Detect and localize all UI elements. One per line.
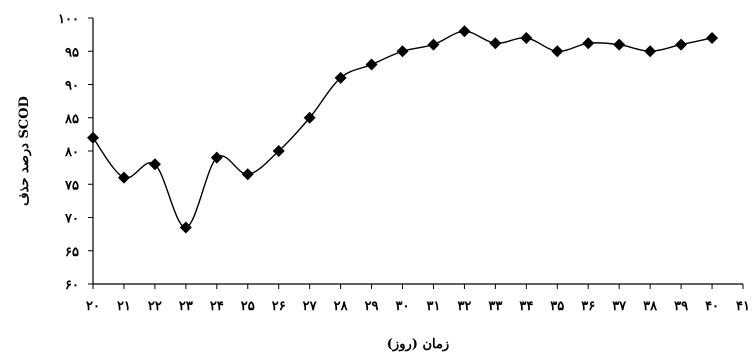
x-tick-label: ۳۹: [674, 299, 688, 314]
x-tick-label: ۳۳: [488, 299, 502, 314]
data-point-marker: [303, 111, 316, 124]
chart-series: [87, 25, 719, 234]
data-point-marker: [334, 71, 347, 84]
x-axis-title: زمان (روز): [387, 337, 449, 352]
data-point-marker: [551, 45, 564, 58]
y-axis-ticks: ۶۰ ۶۵ ۷۰ ۷۵ ۸۰ ۸۵ ۹۰ ۹۵ ۱۰۰: [58, 12, 93, 293]
data-point-marker: [706, 31, 719, 44]
data-point-marker: [117, 171, 130, 184]
x-tick-label: ۲۶: [272, 299, 286, 314]
x-tick-label: ۳۰: [396, 299, 410, 314]
x-tick-label: ۲۸: [334, 299, 349, 314]
x-tick-label: ۲۳: [179, 299, 193, 314]
y-tick-label: ۹۵: [65, 45, 79, 60]
y-tick-label: ۶۵: [65, 245, 79, 260]
x-tick-label: ۲۰: [86, 299, 100, 314]
data-point-marker: [365, 58, 378, 71]
x-tick-label: ۲۷: [303, 299, 318, 314]
x-tick-label: ۲۱: [117, 299, 131, 314]
x-tick-label: ۲۹: [365, 299, 379, 314]
data-point-marker: [148, 158, 161, 171]
x-tick-label: ۳۱: [426, 299, 440, 314]
data-point-marker: [210, 151, 223, 164]
y-tick-label: ۶۰: [65, 278, 79, 293]
data-point-marker: [520, 31, 533, 44]
data-point-marker: [613, 38, 626, 51]
data-point-marker: [644, 45, 657, 58]
data-point-marker: [458, 25, 471, 38]
data-point-marker: [396, 45, 409, 58]
data-point-marker: [582, 37, 595, 50]
data-point-marker: [241, 168, 254, 181]
data-point-marker: [179, 221, 192, 234]
y-axis-title: درصد حذف SCOD: [17, 96, 32, 206]
y-tick-label: ۷۰: [64, 212, 79, 227]
series-line: [92, 30, 713, 229]
y-tick-label: ۸۰: [64, 145, 79, 160]
y-tick-label: ۷۵: [64, 178, 79, 193]
y-tick-label: ۸۵: [64, 112, 79, 127]
data-point-marker: [489, 37, 502, 50]
x-tick-label: ۳۴: [519, 299, 533, 314]
x-tick-label: ۲۴: [210, 299, 224, 314]
x-tick-label: ۳۸: [643, 299, 658, 314]
x-tick-label: ۲۵: [241, 299, 255, 314]
x-tick-label: ۲۲: [148, 299, 162, 314]
data-point-marker: [675, 38, 688, 51]
x-tick-label: ۳۵: [550, 299, 564, 314]
x-axis-ticks: ۲۰ ۲۱ ۲۲ ۲۳ ۲۴ ۲۵ ۲۶ ۲۷ ۲۸ ۲۹ ۳۰ ۳۱ ۳۲ ۳۳ ۳۴ ۳۵ ۳۶ ۳۷ ۳۸ ۳۹…: [86, 284, 750, 314]
x-tick-label: ۴۱: [736, 299, 750, 314]
data-point-marker: [87, 131, 99, 144]
x-tick-label: ۳۲: [457, 299, 471, 314]
chart-axes: [92, 18, 743, 285]
y-tick-label: ۱۰۰: [58, 12, 79, 27]
data-point-marker: [427, 38, 440, 51]
x-tick-label: ۳۶: [581, 299, 595, 314]
x-tick-label: ۳۷: [612, 299, 627, 314]
x-tick-label: ۴۰: [705, 299, 719, 314]
data-point-marker: [272, 145, 285, 157]
y-tick-label: ۹۰: [65, 79, 79, 94]
